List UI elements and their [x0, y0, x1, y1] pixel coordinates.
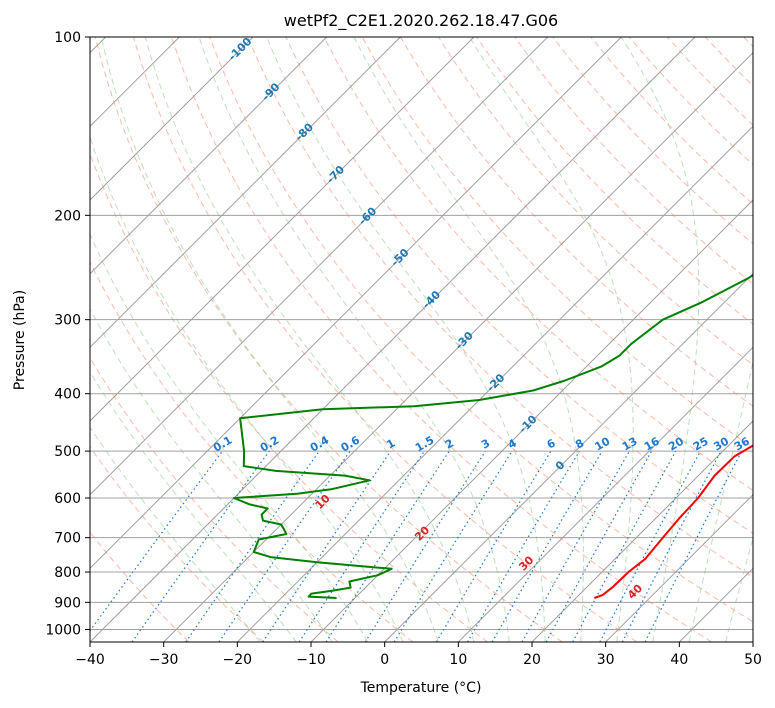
- moist-adiabat-line: [90, 232, 369, 642]
- mixing-ratio-line: [393, 450, 513, 642]
- y-tick-label: 300: [54, 313, 81, 329]
- isotherm-line: [90, 37, 328, 275]
- x-tick-label: −30: [149, 652, 179, 668]
- mixing-ratio-line: [599, 450, 702, 642]
- isotherm-line: [90, 37, 549, 496]
- x-tick-label: 30: [597, 652, 615, 668]
- y-tick-label: 800: [54, 565, 81, 581]
- isotherm-line: [531, 420, 753, 642]
- mixing-ratio-line: [185, 450, 320, 642]
- mixing-ratio-line: [466, 450, 580, 642]
- isotherm-line: [384, 272, 753, 642]
- mixing-ratio-line: [262, 450, 392, 642]
- dry-adiabat-line: [476, 37, 753, 325]
- moist-adiabat-line: [688, 358, 753, 642]
- moist-adiabat-line: [90, 308, 333, 642]
- mixing-ratio-line: [325, 450, 450, 642]
- isotherm-line: [90, 37, 475, 422]
- isotherm-line: [90, 37, 254, 201]
- isotherm-line: [90, 37, 401, 349]
- y-axis: 100 200 300 400 500 600 700 800 900 1000: [45, 30, 90, 638]
- dry-adiabat-line: [94, 37, 563, 642]
- background-lines: [90, 37, 753, 642]
- x-tick-label: 50: [744, 652, 762, 668]
- moist-adiabat-line: [90, 370, 297, 642]
- mixing-ratio-line: [572, 450, 677, 642]
- isotherm-line: [457, 346, 753, 642]
- mixing-ratio-line: [435, 450, 552, 642]
- x-tick-label: −20: [223, 652, 253, 668]
- isotherm-line: [90, 37, 696, 642]
- mixing-ratio-line: [218, 450, 351, 642]
- dry-adiabat-line: [285, 37, 753, 535]
- dry-adiabat-line: [209, 37, 753, 623]
- x-tick-label: −10: [296, 652, 326, 668]
- moist-adiabat-line: [725, 536, 753, 642]
- moist-adiabat-line: [90, 135, 404, 642]
- dry-adiabat-line: [90, 260, 414, 642]
- moist-adiabat-line: [100, 37, 439, 642]
- dry-adiabat-line: [132, 37, 638, 642]
- y-tick-label: 1000: [45, 622, 81, 638]
- isotherm-line: [90, 37, 622, 570]
- y-tick-label: 200: [54, 208, 81, 224]
- x-axis-label: Temperature (°C): [360, 680, 482, 696]
- x-tick-label: −40: [75, 652, 105, 668]
- y-tick-label: 700: [54, 531, 81, 547]
- dry-adiabat-line: [323, 37, 753, 491]
- dewpoint-profile: [233, 273, 753, 599]
- dry-adiabat-line: [247, 37, 753, 578]
- moist-adiabat-line: [198, 37, 510, 642]
- x-axis: −40 −30 −20 −10 0 10 20 30 40 50: [75, 642, 762, 668]
- dry-adiabat-line: [171, 37, 712, 642]
- isotherm-line: [236, 125, 753, 642]
- x-tick-label: 10: [449, 652, 467, 668]
- moist-adiabat-line: [620, 37, 700, 642]
- mixing-ratio-line: [364, 450, 486, 642]
- isotherm-line: [163, 51, 753, 642]
- dry-adiabat-line: [514, 37, 753, 285]
- moist-adiabat-line: [266, 37, 546, 642]
- y-axis-label: Pressure (hPa): [12, 290, 28, 390]
- moist-adiabat-line: [90, 426, 261, 642]
- y-tick-label: 600: [54, 491, 81, 507]
- y-tick-label: 400: [54, 387, 81, 403]
- x-tick-label: 20: [523, 652, 541, 668]
- moist-adiabat-line: [144, 37, 475, 642]
- temperature-profile: [594, 444, 753, 599]
- dry-adiabat-line: [90, 446, 264, 642]
- isotherm-line: [605, 493, 753, 642]
- x-tick-label: 0: [380, 652, 389, 668]
- y-tick-label: 900: [54, 595, 81, 611]
- mixing-ratio-line: [298, 450, 425, 642]
- x-tick-label: 40: [670, 652, 688, 668]
- profiles: [233, 273, 753, 599]
- y-tick-label: 100: [54, 30, 81, 46]
- chart-title: wetPf2_C2E1.2020.262.18.47.G06: [284, 11, 558, 31]
- moist-adiabat-line: [353, 37, 584, 642]
- y-tick-label: 500: [54, 444, 81, 460]
- plot-frame: [89, 36, 754, 643]
